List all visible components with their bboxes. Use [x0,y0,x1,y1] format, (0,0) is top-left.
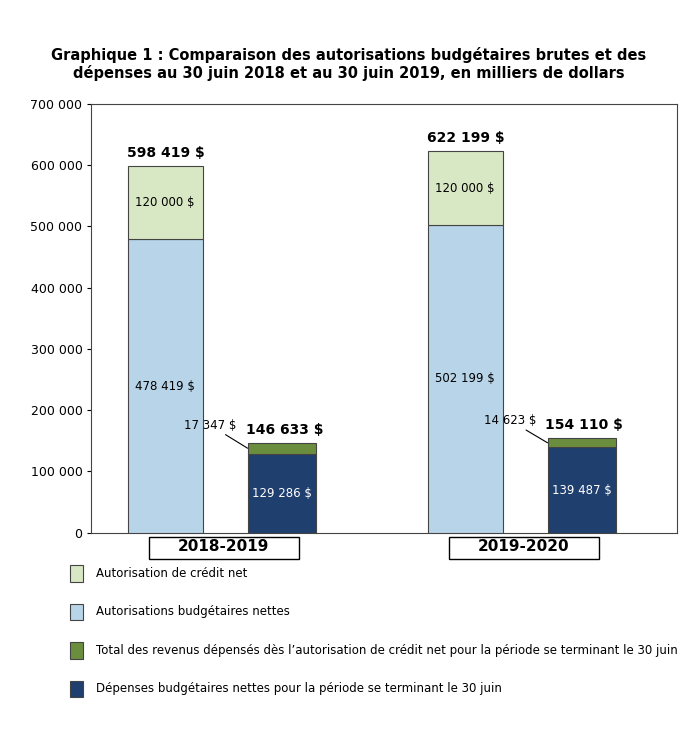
Bar [428,151,503,225]
Text: 598 419 $: 598 419 $ [127,146,205,160]
Text: 502 199 $: 502 199 $ [435,372,495,386]
Bar [248,443,315,454]
Text: Total des revenus dépensés dès l’autorisation de crédit net pour la période se t: Total des revenus dépensés dès l’autoris… [96,644,677,657]
Text: 146 633 $: 146 633 $ [246,423,323,437]
Text: 2018-2019: 2018-2019 [178,539,269,554]
Bar [428,225,503,533]
Text: 622 199 $: 622 199 $ [427,131,505,145]
Text: 154 110 $: 154 110 $ [545,418,623,432]
FancyBboxPatch shape [149,536,299,559]
Text: 120 000 $: 120 000 $ [135,196,195,209]
Text: 14 623 $: 14 623 $ [484,414,547,443]
Text: Graphique 1 : Comparaison des autorisations budgétaires brutes et des
dépenses a: Graphique 1 : Comparaison des autorisati… [52,47,646,81]
Text: Autorisation de crédit net: Autorisation de crédit net [96,567,247,580]
Text: 478 419 $: 478 419 $ [135,380,195,393]
Bar [547,447,616,533]
Text: 2019-2020: 2019-2020 [478,539,570,554]
Bar [547,438,616,447]
Text: Autorisations budgétaires nettes: Autorisations budgétaires nettes [96,605,290,619]
Text: 17 347 $: 17 347 $ [184,419,248,448]
Bar [128,240,203,533]
Text: 139 487 $: 139 487 $ [551,483,611,497]
Text: Dépenses budgétaires nettes pour la période se terminant le 30 juin: Dépenses budgétaires nettes pour la péri… [96,682,501,696]
Bar [248,454,315,533]
FancyBboxPatch shape [449,536,599,559]
Bar [128,166,203,240]
Text: 129 286 $: 129 286 $ [252,487,311,500]
Text: 120 000 $: 120 000 $ [435,181,494,195]
